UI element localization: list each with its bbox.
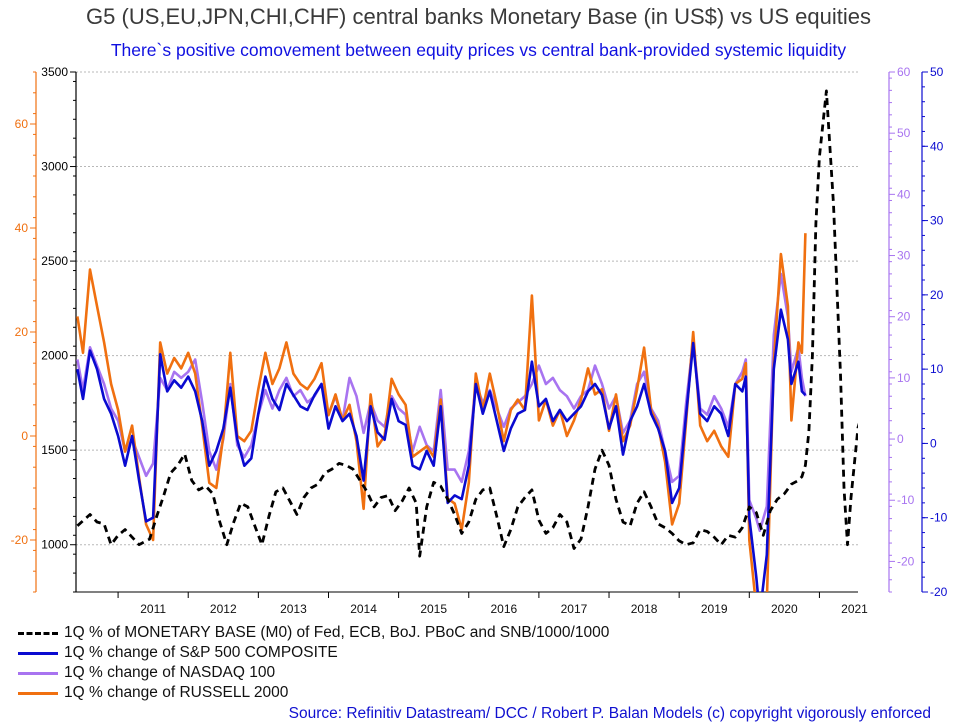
axis-tick-label-left_outer: 0 — [21, 429, 28, 443]
legend-label-russell: 1Q % change of RUSSELL 2000 — [64, 684, 289, 701]
x-tick-label: 2014 — [350, 602, 377, 616]
legend-label-sp500: 1Q % change of S&P 500 COMPOSITE — [64, 644, 338, 661]
legend-swatch-nasdaq — [18, 671, 58, 675]
axis-tick-label-right_outer: -10 — [930, 511, 948, 525]
axis-tick-label-right_outer: 10 — [930, 362, 944, 376]
axis-tick-label-right_outer: 20 — [930, 288, 944, 302]
legend-item-russell[interactable]: 1Q % change of RUSSELL 2000 — [18, 683, 609, 703]
axis-tick-label-left_inner: 3000 — [41, 160, 68, 174]
legend-label-nasdaq: 1Q % change of NASDAQ 100 — [64, 664, 276, 681]
axis-tick-label-left_inner: 1000 — [41, 538, 68, 552]
x-tick-label: 2018 — [631, 602, 658, 616]
legend-item-sp500[interactable]: 1Q % change of S&P 500 COMPOSITE — [18, 643, 609, 663]
series-line-monetary-base — [76, 89, 858, 558]
series-line-sp500 — [76, 308, 807, 592]
chart-title: G5 (US,EU,JPN,CHI,CHF) central banks Mon… — [86, 4, 871, 29]
chart-subtitle: There`s positive comovement between equi… — [110, 40, 847, 60]
axis-tick-label-left_inner: 3500 — [41, 65, 68, 79]
legend-label-monetary-base: 1Q % of MONETARY BASE (M0) of Fed, ECB, … — [64, 624, 610, 641]
legend-swatch-sp500 — [18, 651, 58, 655]
x-tick-label: 2019 — [701, 602, 728, 616]
x-tick-label: 2012 — [210, 602, 237, 616]
x-tick-label: 2020 — [771, 602, 798, 616]
x-tick-label: 2013 — [280, 602, 307, 616]
axis-tick-label-left_inner: 2500 — [41, 254, 68, 268]
axis-tick-label-left_outer: 60 — [15, 117, 29, 131]
axis-tick-label-right_inner: 20 — [897, 310, 911, 324]
axis-tick-label-left_inner: 2000 — [41, 349, 68, 363]
axis-tick-label-left_outer: 20 — [15, 325, 29, 339]
axis-tick-label-right_outer: 30 — [930, 214, 944, 228]
axis-tick-label-right_inner: 60 — [897, 65, 911, 79]
axis-tick-label-left_outer: 40 — [15, 221, 29, 235]
axis-tick-label-left_inner: 1500 — [41, 443, 68, 457]
source-credit: Source: Refinitiv Datastream/ DCC / Robe… — [288, 705, 931, 722]
series-line-nasdaq — [76, 272, 807, 533]
x-tick-label: 2017 — [561, 602, 588, 616]
x-tick-label: 2015 — [420, 602, 447, 616]
axis-tick-label-right_inner: 50 — [897, 126, 911, 140]
axis-tick-label-right_inner: 30 — [897, 249, 911, 263]
axis-tick-label-right_outer: 0 — [930, 436, 937, 450]
axis-tick-label-left_outer: -20 — [11, 533, 29, 547]
axis-tick-label-right_outer: 50 — [930, 65, 944, 79]
legend-swatch-russell — [18, 691, 58, 695]
x-tick-label: 2011 — [140, 602, 166, 616]
legend-item-monetary-base[interactable]: 1Q % of MONETARY BASE (M0) of Fed, ECB, … — [18, 623, 609, 643]
x-tick-label: 2021 — [841, 602, 868, 616]
legend-item-nasdaq[interactable]: 1Q % change of NASDAQ 100 — [18, 663, 609, 683]
x-tick-label: 2016 — [490, 602, 517, 616]
axis-tick-label-right_inner: -20 — [897, 554, 915, 568]
axis-tick-label-right_inner: -10 — [897, 493, 915, 507]
axis-tick-label-right_outer: 40 — [930, 139, 944, 153]
axis-tick-label-right_inner: 0 — [897, 432, 904, 446]
axis-tick-label-right_outer: -20 — [930, 585, 948, 599]
axis-tick-label-right_inner: 40 — [897, 187, 911, 201]
legend-swatch-monetary-base — [18, 631, 58, 635]
axis-tick-label-right_inner: 10 — [897, 371, 911, 385]
legend: 1Q % of MONETARY BASE (M0) of Fed, ECB, … — [18, 623, 609, 703]
